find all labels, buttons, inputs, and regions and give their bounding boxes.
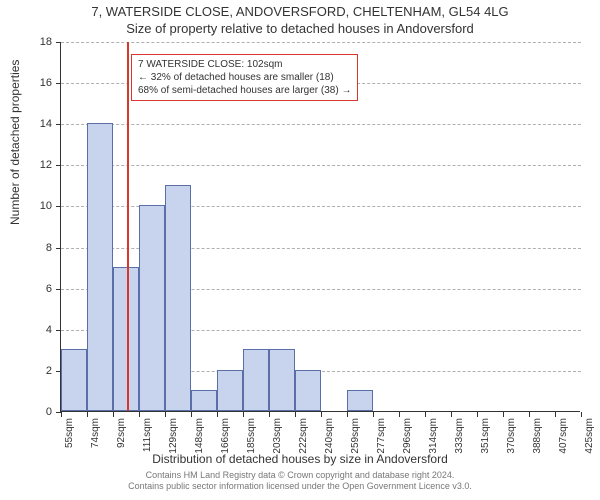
histogram-bar [217,370,243,411]
xtick-mark [451,412,452,417]
annotation-line: 68% of semi-detached houses are larger (… [138,84,351,97]
xtick-mark [113,412,114,417]
gridline [61,42,581,43]
histogram-bar [87,123,113,411]
ytick-label: 6 [22,283,52,295]
xtick-mark [529,412,530,417]
title-line-2: Size of property relative to detached ho… [0,21,600,38]
xtick-mark [191,412,192,417]
ytick-mark [56,124,61,125]
ytick-mark [56,206,61,207]
ytick-mark [56,83,61,84]
histogram-bar [243,349,269,411]
xtick-mark [139,412,140,417]
xtick-mark [217,412,218,417]
xtick-mark [477,412,478,417]
x-axis-label: Distribution of detached houses by size … [0,452,600,466]
footer: Contains HM Land Registry data © Crown c… [0,470,600,492]
xtick-mark [373,412,374,417]
plot-frame: 55sqm74sqm92sqm111sqm129sqm148sqm166sqm1… [60,42,580,412]
histogram-bar [269,349,295,411]
gridline [61,124,581,125]
title-block: 7, WATERSIDE CLOSE, ANDOVERSFORD, CHELTE… [0,4,600,38]
ytick-label: 12 [22,159,52,171]
annotation-box: 7 WATERSIDE CLOSE: 102sqm← 32% of detach… [131,54,358,101]
histogram-bar [347,390,373,411]
chart-container: 7, WATERSIDE CLOSE, ANDOVERSFORD, CHELTE… [0,0,600,500]
ytick-mark [56,330,61,331]
ytick-mark [56,42,61,43]
histogram-bar [165,185,191,411]
histogram-bar [191,390,217,411]
xtick-mark [269,412,270,417]
y-axis-label: Number of detached properties [8,60,22,225]
ytick-label: 18 [22,36,52,48]
xtick-mark [425,412,426,417]
footer-line-2: Contains public sector information licen… [0,481,600,492]
footer-line-1: Contains HM Land Registry data © Crown c… [0,470,600,481]
ytick-mark [56,248,61,249]
xtick-mark [165,412,166,417]
xtick-mark [295,412,296,417]
xtick-mark [555,412,556,417]
xtick-mark [61,412,62,417]
ytick-mark [56,289,61,290]
ytick-label: 4 [22,324,52,336]
xtick-mark [87,412,88,417]
ytick-label: 16 [22,77,52,89]
xtick-mark [503,412,504,417]
annotation-line: ← 32% of detached houses are smaller (18… [138,71,351,84]
histogram-bar [139,205,165,411]
ytick-label: 8 [22,242,52,254]
xtick-mark [581,412,582,417]
ytick-label: 14 [22,118,52,130]
histogram-bar [113,267,139,411]
reference-line [127,42,129,411]
title-line-1: 7, WATERSIDE CLOSE, ANDOVERSFORD, CHELTE… [0,4,600,21]
ytick-label: 10 [22,200,52,212]
annotation-line: 7 WATERSIDE CLOSE: 102sqm [138,58,351,71]
ytick-label: 2 [22,365,52,377]
xtick-mark [243,412,244,417]
plot-area: 55sqm74sqm92sqm111sqm129sqm148sqm166sqm1… [60,42,580,412]
histogram-bar [295,370,321,411]
xtick-mark [321,412,322,417]
ytick-mark [56,165,61,166]
gridline [61,165,581,166]
histogram-bar [61,349,87,411]
ytick-label: 0 [22,406,52,418]
xtick-mark [347,412,348,417]
xtick-mark [399,412,400,417]
